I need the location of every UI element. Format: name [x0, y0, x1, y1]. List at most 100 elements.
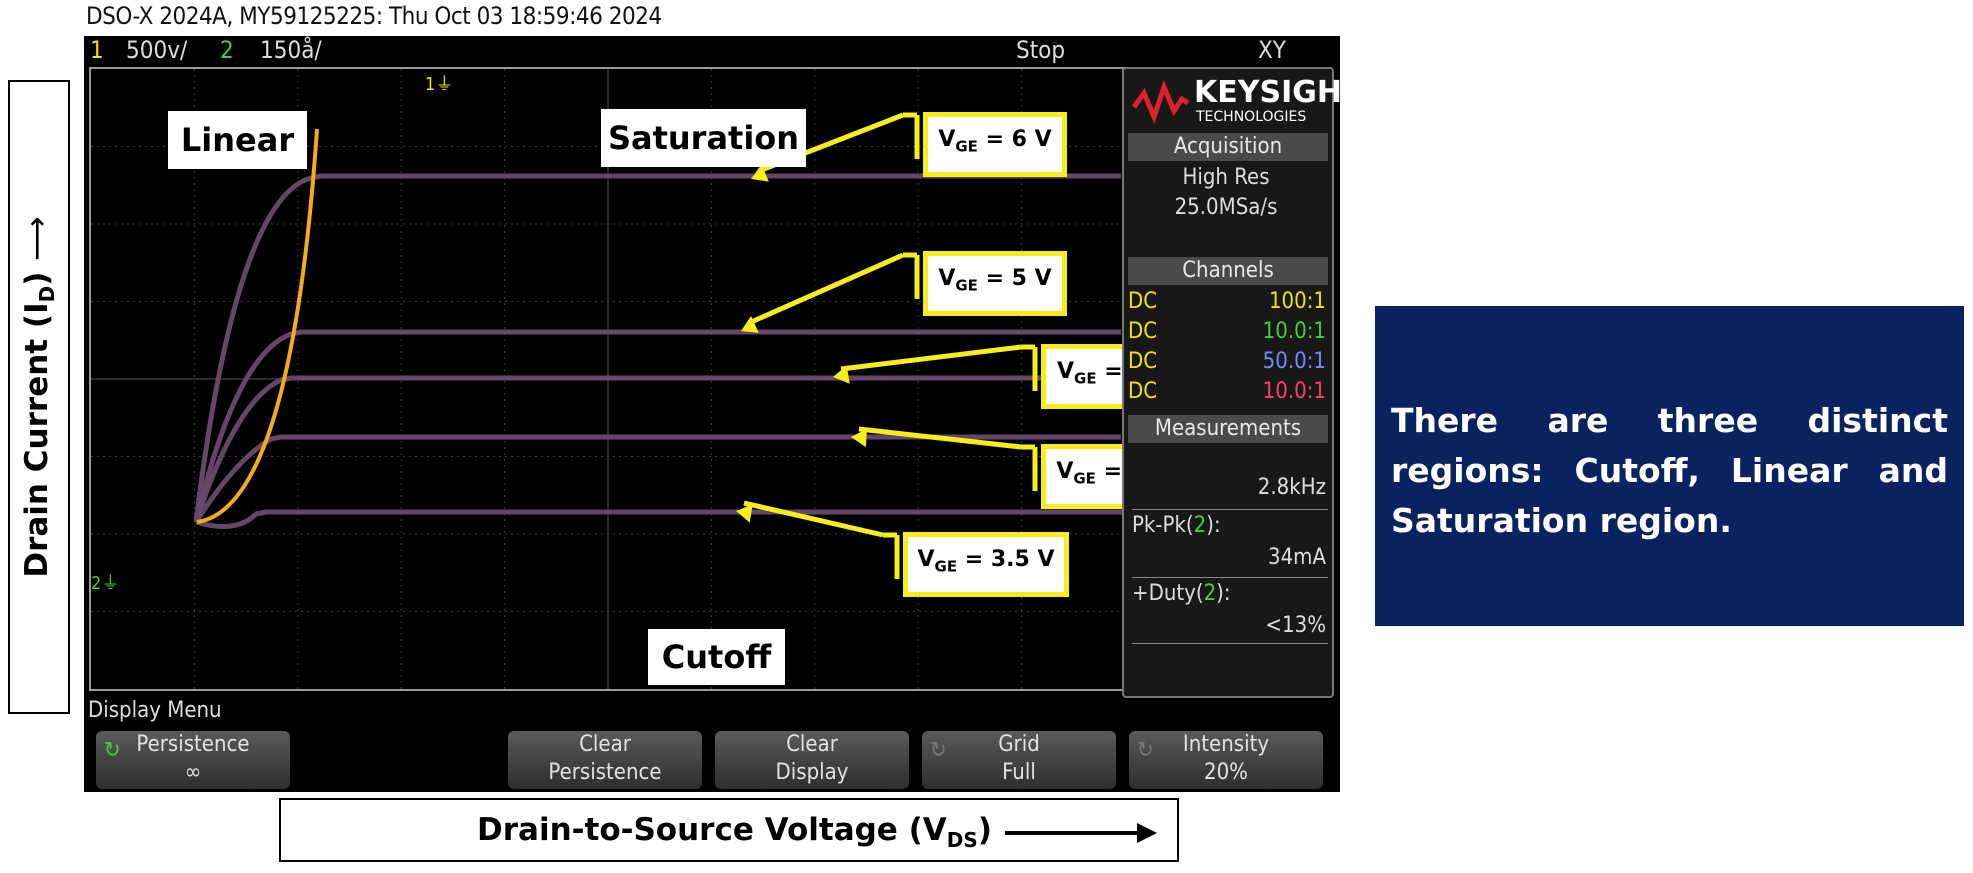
separator	[1132, 577, 1328, 578]
vge-symbol: V	[1056, 359, 1075, 384]
callout-arrowhead	[751, 164, 769, 182]
acquisition-header[interactable]: Acquisition	[1128, 133, 1328, 161]
separator	[1132, 509, 1328, 510]
arrow-icon: ⟶	[18, 216, 55, 261]
vge-symbol: V	[938, 127, 956, 152]
softkey-line2: 20%	[1204, 760, 1248, 785]
channel-probe: 10.0:1	[1262, 319, 1326, 344]
channel-coupling: DC	[1128, 289, 1158, 314]
vge-subscript: GE	[955, 276, 978, 295]
vge-label-5v: VGE = 5 V	[923, 251, 1067, 316]
display-mode: XY	[1258, 36, 1286, 64]
vge-value: = 3.5 V	[957, 547, 1055, 572]
x-axis-sub: DS	[946, 828, 978, 853]
channel-probe: 10.0:1	[1262, 379, 1326, 404]
ch1-scale: 500ⅴ/	[126, 36, 188, 64]
callout-arrowhead	[833, 365, 850, 384]
softkey-intensity[interactable]: ↻ Intensity 20%	[1129, 731, 1323, 789]
softkey-line1: Grid	[998, 732, 1040, 757]
y-axis-post: )	[18, 271, 55, 286]
y-axis-label: Drain Current (ID) ⟶	[19, 216, 59, 577]
acquisition-mode: High Res	[1182, 165, 1270, 190]
ch2-marker-label: 2	[91, 573, 102, 594]
brand-sub: TECHNOLOGIES	[1196, 109, 1307, 125]
region-saturation-label: Saturation	[601, 109, 806, 167]
region-cutoff-label: Cutoff	[648, 629, 785, 685]
vge-label-3-5v: VGE = 3.5 V	[903, 532, 1069, 597]
vge-subscript: GE	[934, 557, 958, 576]
vge-symbol: V	[1056, 459, 1074, 484]
vge-symbol: V	[917, 547, 935, 572]
pkpk-label: Pk-Pk(2):	[1132, 513, 1221, 538]
y-axis-sub: D	[35, 285, 60, 303]
scope-title: DSO-X 2024A, MY59125225: Thu Oct 03 18:5…	[86, 2, 662, 30]
softkey-line1: Clear	[786, 732, 838, 757]
callout-leader	[747, 252, 905, 326]
callout-leader	[858, 426, 1022, 450]
vge-value: = 5 V	[977, 266, 1052, 291]
acquisition-rate: 25.0MSa/s	[1174, 195, 1278, 220]
vge-subscript: GE	[1073, 469, 1096, 488]
vge-subscript: GE	[955, 137, 978, 156]
trace-vge-4-5v	[193, 375, 1121, 523]
measurements-header[interactable]: Measurements	[1128, 415, 1328, 443]
trace-vge-3-5v	[195, 509, 1125, 529]
duty-channel: 2	[1203, 581, 1217, 606]
rotate-icon: ↻	[104, 738, 121, 763]
softkey-persistence[interactable]: ↻ Persistence ∞	[96, 731, 290, 789]
ch1-ground-marker: 1⏚	[425, 74, 454, 95]
softkey-line1: Intensity	[1182, 732, 1270, 757]
y-axis-pre: Drain Current (I	[18, 302, 55, 578]
callout-arrowhead	[851, 428, 867, 448]
note-box: There are three distinct regions: Cutoff…	[1375, 306, 1964, 626]
trace-vge-4v	[193, 434, 1121, 524]
ch1-marker-label: 1	[425, 74, 436, 95]
softkey-line2: Persistence	[548, 760, 662, 785]
vge-label-6v: VGE = 6 V	[923, 112, 1067, 177]
vge-subscript: GE	[1074, 369, 1097, 388]
keysight-logo: KEYSIGHT TECHNOLOGIES	[1132, 75, 1362, 129]
x-axis-pre: Drain-to-Source Voltage (V	[477, 812, 947, 848]
pkpk-channel: 2	[1193, 513, 1207, 538]
x-axis-label: Drain-to-Source Voltage (VDS)	[477, 812, 992, 852]
y-axis-label-box: Drain Current (ID) ⟶	[8, 80, 70, 714]
frequency-value: 2.8kHz	[1257, 475, 1326, 500]
channels-header[interactable]: Channels	[1128, 257, 1328, 285]
callout-leader	[743, 500, 884, 538]
waveform-display[interactable]: 1⏚ 2⏚ Linear Saturation Cutoff VGE = 6 V…	[89, 67, 1210, 691]
vge-symbol: V	[938, 266, 956, 291]
side-panel: KEYSIGHT TECHNOLOGIES Acquisition High R…	[1122, 67, 1362, 698]
softkey-grid[interactable]: ↻ Grid Full	[922, 731, 1116, 789]
softkey-line1: Clear	[579, 732, 631, 757]
softkey-line2: ∞	[184, 760, 202, 785]
vge-value: = 6 V	[977, 127, 1052, 152]
softkey-line2: Full	[1002, 760, 1036, 785]
callout-arrowhead	[736, 504, 753, 523]
arrow-right-icon	[1005, 823, 1157, 843]
oscilloscope-screenshot: 1 500ⅴ/ 2 150å/ Stop XY 1⏚ 2⏚ Linear Sat…	[84, 36, 1362, 792]
channel-probe: 100:1	[1268, 289, 1326, 314]
callout-arrowhead	[741, 316, 759, 333]
duty-value: <13%	[1265, 613, 1326, 638]
x-axis-post: )	[977, 812, 992, 848]
pkpk-label-text: Pk-Pk(	[1132, 513, 1194, 538]
run-state[interactable]: Stop	[1016, 36, 1066, 64]
callout-leader	[840, 344, 1022, 372]
keysight-wave-icon	[1132, 79, 1190, 125]
rotate-icon: ↻	[1137, 738, 1154, 763]
ch1-number[interactable]: 1	[90, 36, 104, 64]
duty-label-text: +Duty(	[1132, 581, 1204, 606]
trace-vge-5v	[193, 329, 1121, 523]
region-linear-label: Linear	[168, 111, 307, 169]
softkey-clear-display[interactable]: Clear Display	[715, 731, 909, 789]
softkey-line1: Persistence	[136, 732, 250, 757]
linear-saturation-boundary	[196, 128, 319, 524]
channel-coupling: DC	[1128, 349, 1158, 374]
ch2-ground-marker: 2⏚	[91, 573, 120, 594]
duty-label: +Duty(2):	[1132, 581, 1231, 606]
ch2-number[interactable]: 2	[220, 36, 234, 64]
separator	[1132, 643, 1328, 644]
softkey-clear-persistence[interactable]: Clear Persistence	[508, 731, 702, 789]
brand-name: KEYSIGHT	[1194, 75, 1363, 110]
trace-vge-6v	[193, 173, 1121, 523]
